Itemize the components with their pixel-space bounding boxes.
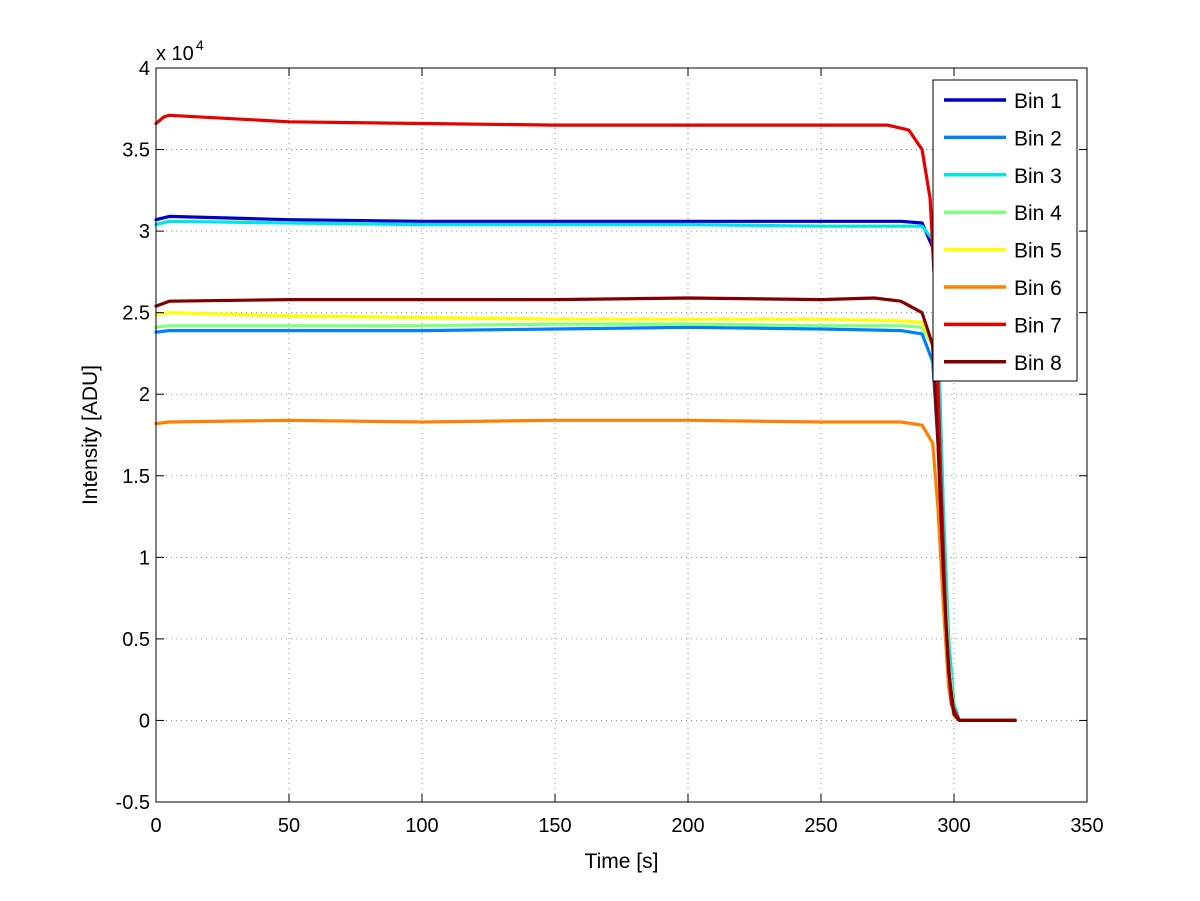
x-tick-label: 50 [278,815,300,837]
x-tick-label: 250 [804,815,837,837]
x-axis-label: Time [s] [585,850,659,873]
y-tick-label: 2 [139,384,150,406]
y-tick-label: 0 [139,710,150,732]
legend-label-1: Bin 1 [1014,90,1062,113]
y-tick-label: 1.5 [122,466,150,488]
series-layer [154,113,1017,723]
series-line-3 [154,219,1017,723]
y-tick-label: 0.5 [122,629,150,651]
y-tick-label: 1 [139,547,150,569]
series-line-2 [154,325,1017,723]
legend-label-2: Bin 2 [1014,127,1062,150]
tick-labels-layer: 0 50 100 150 200 250 300 350-0.500.511.522.533.… [116,58,1104,837]
legend-label-5: Bin 5 [1014,240,1062,263]
y-multiplier-base: x 10 [156,43,194,65]
x-tick-label: 300 [937,815,970,837]
x-tick-label: 200 [671,815,704,837]
plot-area-frame [155,67,1088,803]
grid-layer [156,68,1087,802]
legend-label-8: Bin 8 [1014,352,1062,375]
legend-label-3: Bin 3 [1014,165,1062,188]
x-tick-label: 350 [1070,815,1103,837]
series-line-6 [154,418,1017,723]
ticks-layer [155,67,1088,803]
x-tick-label: 100 [405,815,438,837]
y-axis-multiplier: x 10 4 [156,37,204,65]
series-line-4 [154,322,1017,723]
series-line-8 [154,296,1017,723]
y-multiplier-exponent: 4 [196,37,204,53]
y-axis-label: Intensity [ADU] [79,365,102,505]
series-line-1 [154,214,1017,723]
y-tick-label: -0.5 [116,792,150,814]
legend-items: Bin 1 Bin 2 Bin 3 Bin 4 Bin 5 Bin 6 Bin 7 Bin 8 [944,90,1062,375]
legend-label-6: Bin 6 [1014,277,1062,300]
series-line-5 [154,311,1017,723]
y-tick-label: 2.5 [122,303,150,325]
legend-label-7: Bin 7 [1014,314,1062,337]
y-tick-label: 4 [139,58,150,80]
x-tick-label: 150 [538,815,571,837]
legend-label-4: Bin 4 [1014,202,1062,225]
legend-box [932,79,1078,382]
legend: Bin 1 Bin 2 Bin 3 Bin 4 Bin 5 Bin 6 Bin 7 Bin 8 [932,79,1078,382]
y-tick-label: 3.5 [122,140,150,162]
x-tick-label: 0 [150,815,161,837]
y-tick-label: 3 [139,221,150,243]
series-line-7 [154,113,1017,723]
